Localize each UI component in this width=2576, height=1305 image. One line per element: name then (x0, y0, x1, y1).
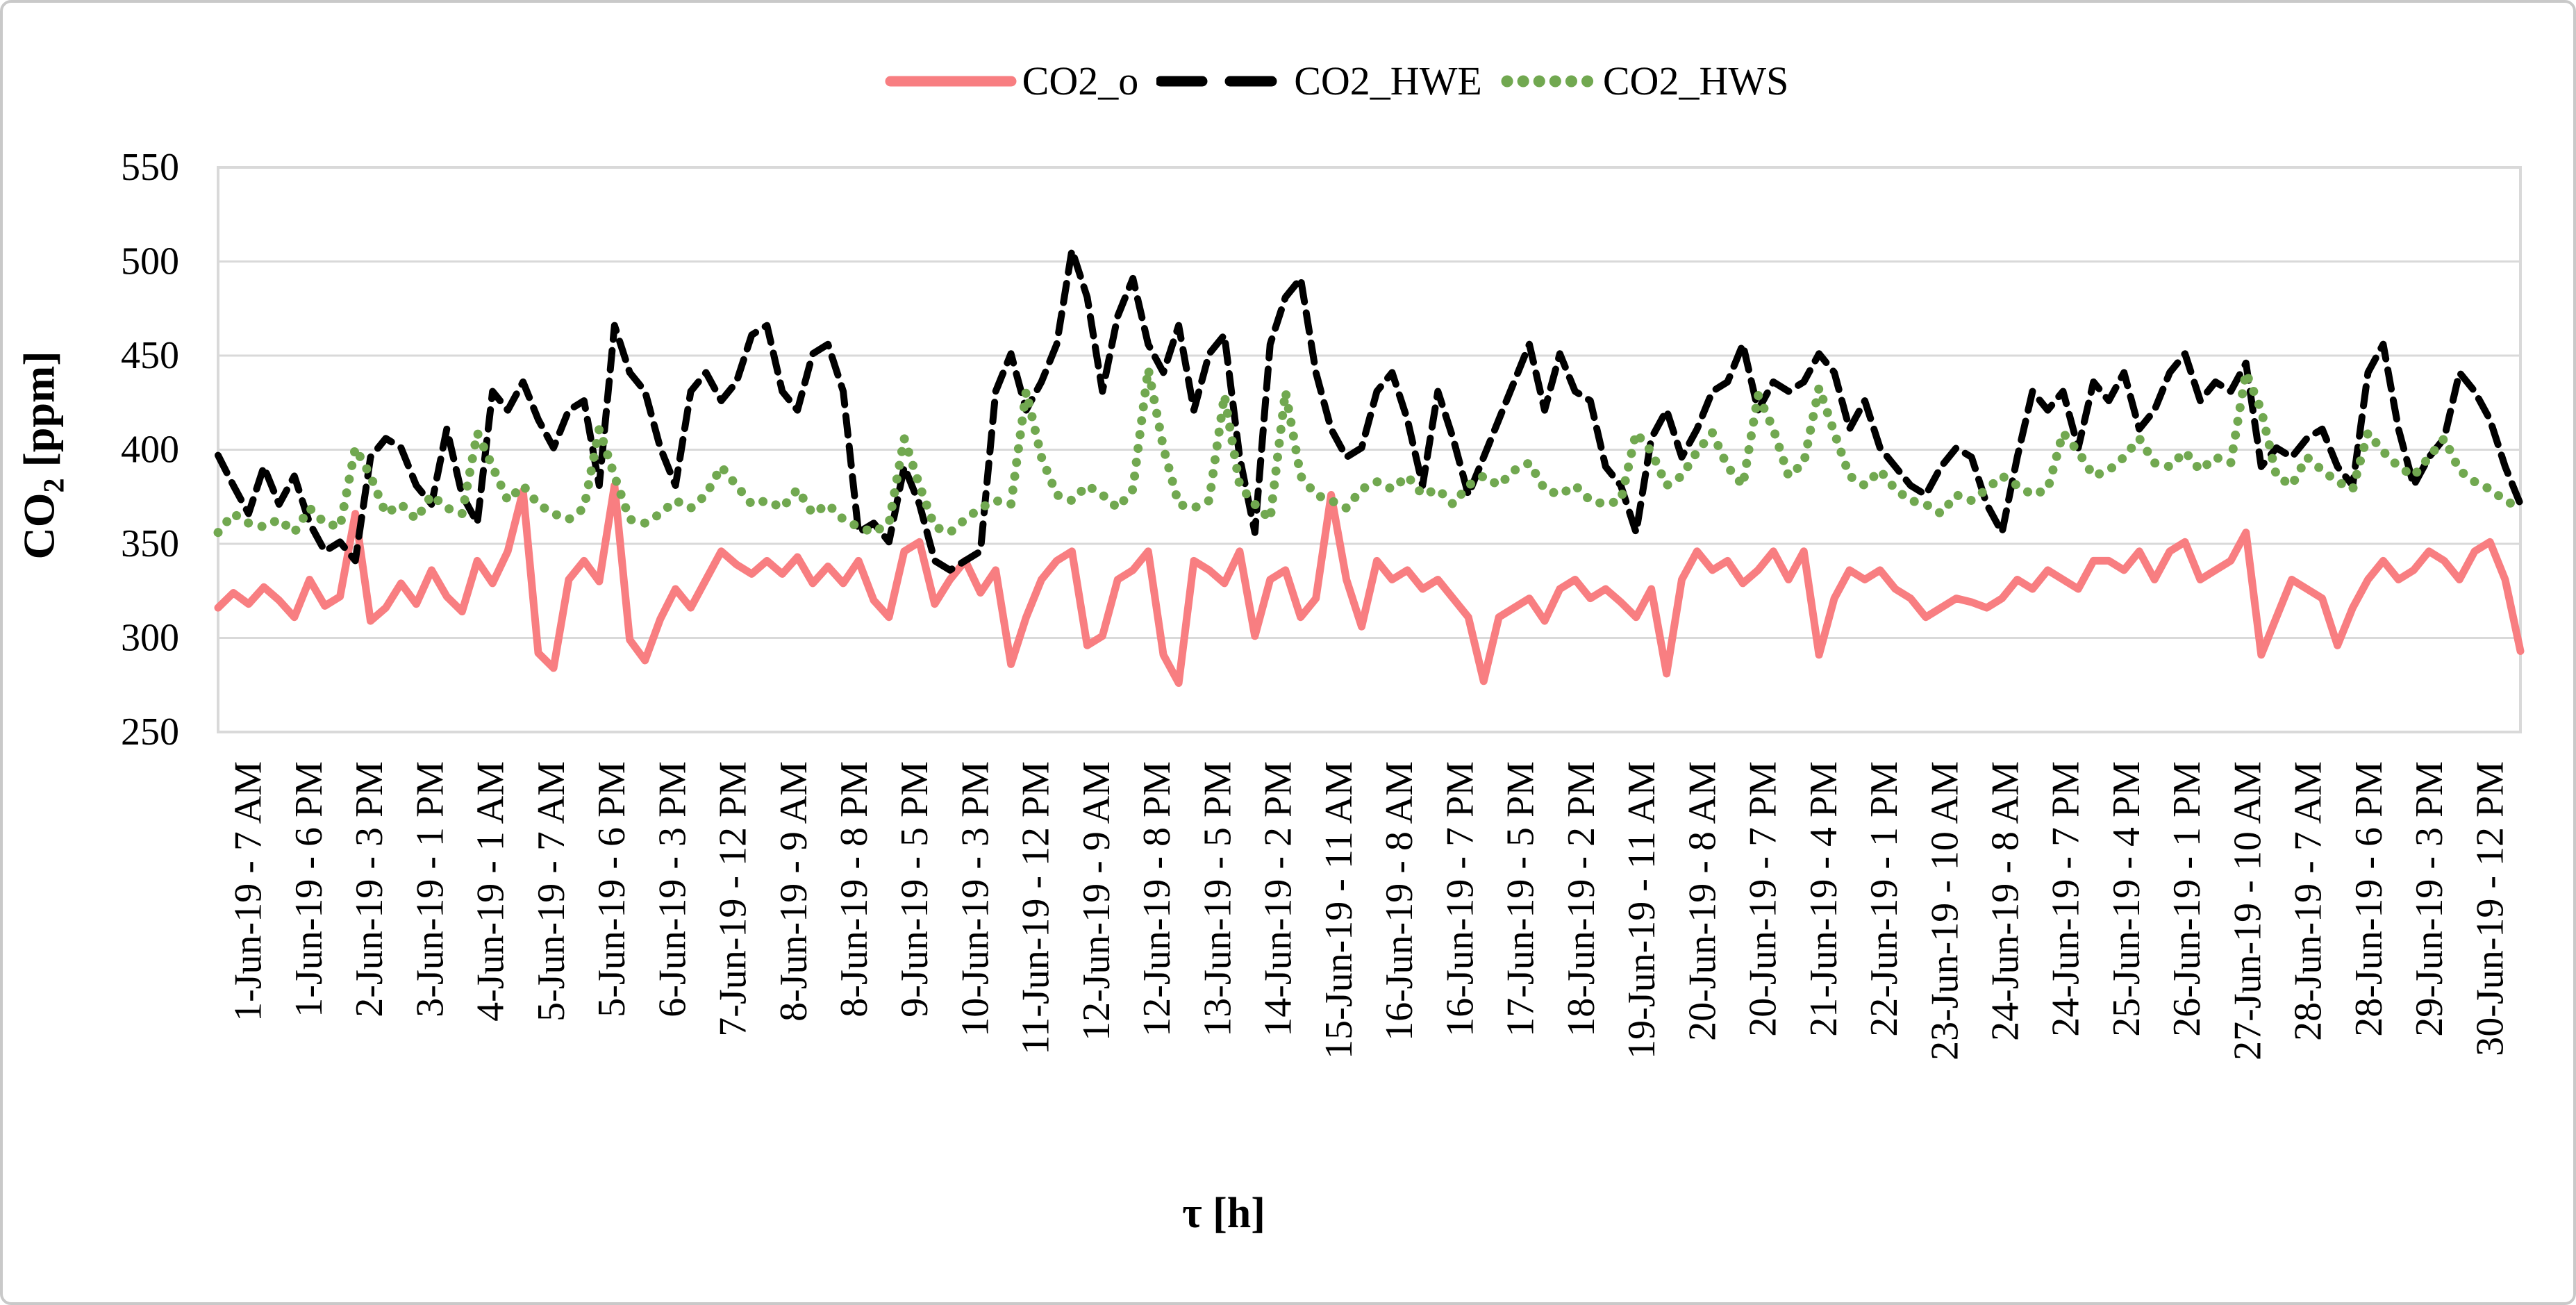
x-tick-label: 5-Jun-19 - 7 AM (530, 761, 573, 1022)
plot-area-border (217, 166, 2522, 733)
series-co2-hws-line (213, 364, 2525, 538)
dotted-line-swatch-icon (1501, 75, 1597, 88)
y-tick-label: 400 (121, 429, 179, 472)
x-tick-label: 21-Jun-19 - 4 PM (1802, 761, 1845, 1037)
y-tick-label: 250 (121, 710, 179, 754)
x-tick-label: 17-Jun-19 - 5 PM (1499, 761, 1543, 1037)
x-tick-label: 12-Jun-19 - 9 AM (1075, 761, 1118, 1041)
x-tick-label: 24-Jun-19 - 7 PM (2045, 761, 2088, 1037)
x-tick-label: 13-Jun-19 - 5 PM (1196, 761, 1239, 1037)
x-tick-label: 7-Jun-19 - 12 PM (712, 761, 755, 1037)
y-axis-title-main: CO (14, 492, 64, 560)
series-co2-hwe-line (215, 247, 2524, 574)
y-tick-label: 500 (121, 240, 179, 283)
y-tick-label: 300 (121, 617, 179, 660)
legend-label-co2-hwe: CO2_HWE (1294, 58, 1482, 103)
co2-line-chart: 250 300 350 400 450 500 550 1-Jun-19 - 7 AM 1-Ju… (121, 146, 2525, 1061)
x-tick-label: 27-Jun-19 - 10 AM (2226, 761, 2269, 1061)
legend-label-co2-hws: CO2_HWS (1602, 58, 1789, 103)
x-tick-label: 4-Jun-19 - 1 AM (470, 761, 513, 1022)
legend-item-co2-hws: CO2_HWS (1500, 61, 1788, 101)
y-tick-label: 350 (121, 522, 179, 565)
legend-label-co2-o: CO2_o (1022, 58, 1139, 103)
x-tick-label: 2-Jun-19 - 3 PM (348, 761, 391, 1017)
y-axis-title-unit: [ppm] (14, 351, 64, 479)
x-tick-label: 24-Jun-19 - 8 AM (1984, 761, 2027, 1041)
x-tick-label: 3-Jun-19 - 1 PM (408, 761, 451, 1017)
x-tick-label: 1-Jun-19 - 7 AM (227, 761, 270, 1022)
x-tick-label: 14-Jun-19 - 2 PM (1257, 761, 1300, 1037)
x-tick-label: 29-Jun-19 - 3 PM (2408, 761, 2451, 1037)
x-tick-label: 12-Jun-19 - 8 PM (1136, 761, 1179, 1037)
x-tick-label: 8-Jun-19 - 9 AM (772, 761, 815, 1022)
y-tick-label: 550 (121, 146, 179, 189)
x-tick-label: 28-Jun-19 - 7 AM (2287, 761, 2330, 1041)
x-tick-label: 5-Jun-19 - 6 PM (590, 761, 633, 1017)
x-tick-label: 10-Jun-19 - 3 PM (954, 761, 997, 1037)
x-tick-label: 16-Jun-19 - 8 AM (1378, 761, 1421, 1041)
x-tick-label: 23-Jun-19 - 10 AM (1923, 761, 1966, 1061)
legend-item-co2-hwe: CO2_HWE (1156, 61, 1482, 101)
legend: CO2_o CO2_HWE CO2_HWS (3, 61, 2573, 101)
x-axis-title: τ [h] (1182, 1190, 1265, 1237)
x-tick-label: 1-Jun-19 - 6 PM (288, 761, 331, 1017)
x-tick-label: 26-Jun-19 - 1 PM (2166, 761, 2209, 1037)
x-tick-label: 30-Jun-19 - 12 PM (2468, 761, 2511, 1056)
dashed-line-swatch-icon (1156, 76, 1289, 87)
series-co2-o-line (214, 481, 2525, 687)
x-tick-label: 8-Jun-19 - 8 PM (833, 761, 876, 1017)
solid-line-swatch-icon (885, 76, 1017, 87)
x-tick-label: 20-Jun-19 - 7 PM (1742, 761, 1785, 1037)
x-tick-label: 9-Jun-19 - 5 PM (893, 761, 936, 1017)
x-tick-label: 15-Jun-19 - 11 AM (1318, 761, 1361, 1059)
x-tick-label: 16-Jun-19 - 7 PM (1438, 761, 1481, 1037)
x-tick-label: 20-Jun-19 - 8 AM (1681, 761, 1724, 1041)
x-tick-label: 28-Jun-19 - 6 PM (2348, 761, 2391, 1037)
y-axis-title-sub: 2 (38, 478, 71, 493)
legend-item-co2-o: CO2_o (885, 58, 1139, 103)
x-tick-label: 19-Jun-19 - 11 AM (1620, 761, 1663, 1059)
x-tick-label: 25-Jun-19 - 4 PM (2105, 761, 2148, 1037)
x-tick-label: 11-Jun-19 - 12 PM (1015, 761, 1058, 1055)
x-tick-label: 6-Jun-19 - 3 PM (651, 761, 694, 1017)
y-axis-title: CO2 [ppm] (14, 240, 71, 670)
x-tick-label: 18-Jun-19 - 2 PM (1560, 761, 1603, 1037)
x-tick-label: 22-Jun-19 - 1 PM (1863, 761, 1906, 1037)
y-tick-label: 450 (121, 334, 179, 377)
